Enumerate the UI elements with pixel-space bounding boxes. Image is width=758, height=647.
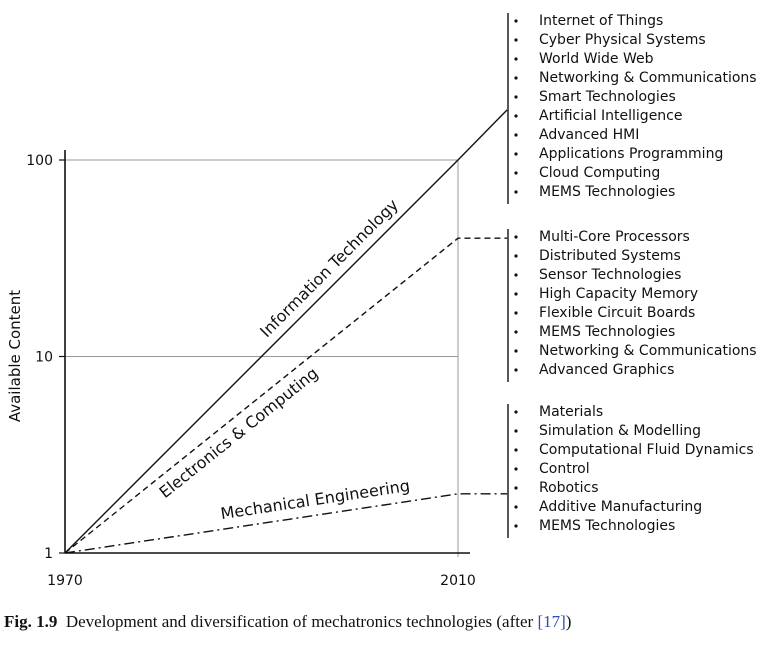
list-item: Distributed Systems — [539, 248, 681, 264]
list-item: Materials — [539, 404, 603, 420]
list-bullet — [514, 95, 518, 99]
list-bullet — [514, 524, 518, 528]
list-bullet — [514, 76, 518, 80]
list-bullet — [514, 486, 518, 490]
series-label: Information Technology — [256, 195, 402, 341]
list-item: Internet of Things — [539, 13, 663, 29]
list-bullet — [514, 254, 518, 258]
list-bullet — [514, 114, 518, 118]
list-item: Advanced Graphics — [539, 362, 674, 378]
x-tick-label: 2010 — [440, 573, 476, 589]
list-item: MEMS Technologies — [539, 184, 675, 200]
figure-caption: Fig. 1.9 Development and diversification… — [4, 612, 754, 632]
list-bullet — [514, 171, 518, 175]
list-bullet — [514, 349, 518, 353]
list-item: MEMS Technologies — [539, 324, 675, 340]
list-bullet — [514, 448, 518, 452]
y-axis-label: Available Content — [6, 290, 24, 422]
list-item: Multi-Core Processors — [539, 229, 690, 245]
list-item: Applications Programming — [539, 146, 723, 162]
list-bullet — [514, 235, 518, 239]
list-item: Robotics — [539, 480, 599, 496]
list-item: Artificial Intelligence — [539, 108, 683, 124]
list-item: High Capacity Memory — [539, 286, 698, 302]
series-label: Mechanical Engineering — [219, 476, 411, 523]
list-item: Sensor Technologies — [539, 267, 681, 283]
list-bullet — [514, 467, 518, 471]
list-item: Cloud Computing — [539, 165, 660, 181]
series-line — [64, 109, 508, 554]
y-tick-label: 1 — [44, 546, 53, 562]
list-bullet — [514, 38, 518, 42]
list-bullet — [514, 273, 518, 277]
x-tick-label: 1970 — [47, 573, 83, 589]
list-item: Smart Technologies — [539, 89, 676, 105]
list-bullet — [514, 505, 518, 509]
list-bullet — [514, 410, 518, 414]
list-bullet — [514, 152, 518, 156]
list-item: Computational Fluid Dynamics — [539, 442, 754, 458]
list-bullet — [514, 368, 518, 372]
caption-reference[interactable]: [17] — [537, 612, 566, 631]
caption-text: Development and diversification of mecha… — [65, 612, 538, 631]
list-bullet — [514, 292, 518, 296]
series-line — [64, 237, 508, 554]
list-bullet — [514, 190, 518, 194]
list-bullet — [514, 19, 518, 23]
list-item: Additive Manufacturing — [539, 499, 702, 515]
caption-close: ) — [565, 612, 572, 631]
y-tick-label: 100 — [26, 153, 53, 169]
list-bullet — [514, 330, 518, 334]
list-item: Flexible Circuit Boards — [539, 305, 695, 321]
figure-number: Fig. 1.9 — [4, 612, 58, 631]
list-item: World Wide Web — [539, 51, 654, 67]
list-item: Networking & Communications — [539, 70, 757, 86]
y-tick-label: 10 — [35, 350, 53, 366]
series-label: Electronics & Computing — [155, 363, 321, 501]
list-bullet — [514, 57, 518, 61]
list-bullet — [514, 311, 518, 315]
list-bullet — [514, 133, 518, 137]
list-item: Advanced HMI — [539, 127, 639, 143]
list-item: Simulation & Modelling — [539, 423, 701, 439]
list-item: MEMS Technologies — [539, 518, 675, 534]
list-item: Control — [539, 461, 590, 477]
list-bullet — [514, 429, 518, 433]
list-item: Cyber Physical Systems — [539, 32, 706, 48]
list-item: Networking & Communications — [539, 343, 757, 359]
